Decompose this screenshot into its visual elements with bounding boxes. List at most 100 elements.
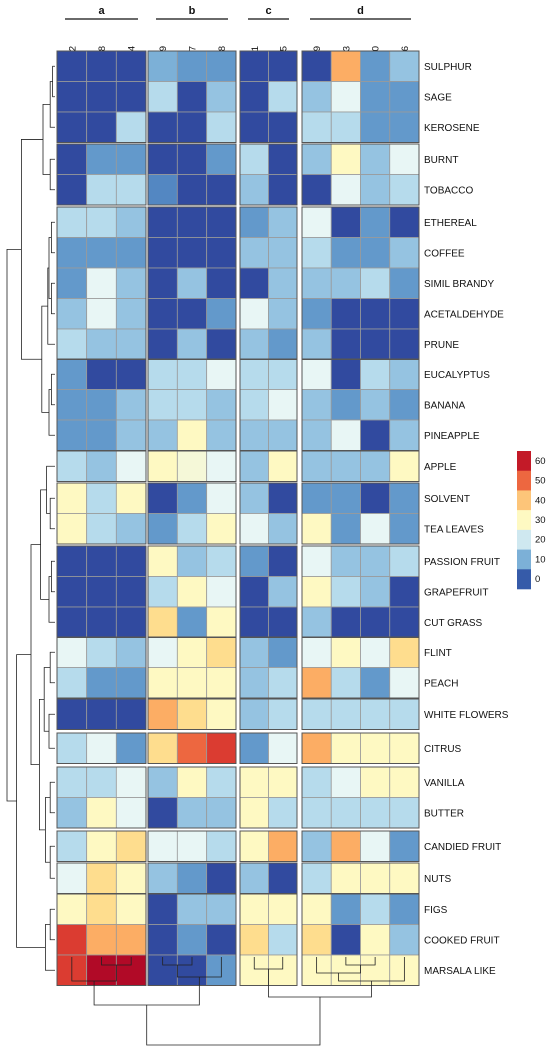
heatmap-cell (360, 389, 391, 421)
heatmap-cell (301, 667, 332, 699)
heatmap-cell (301, 174, 332, 206)
dendrogram-branch (51, 282, 55, 315)
heatmap-cell (389, 862, 420, 894)
heatmap-cell (56, 143, 88, 175)
heatmap-cell (360, 174, 391, 206)
row-label: PEACH (424, 678, 458, 689)
block-frame (239, 766, 298, 829)
heatmap-cell (115, 328, 147, 360)
block-frame (147, 450, 237, 482)
heatmap-cell (301, 766, 332, 798)
heatmap-cell (330, 732, 361, 764)
heatmap-cell (206, 732, 237, 764)
heatmap-cell (56, 606, 88, 638)
heatmap-cell (360, 797, 391, 829)
heatmap-cell (56, 328, 88, 360)
block-frame (301, 636, 420, 699)
block-frame (301, 143, 420, 206)
block-frame (56, 766, 147, 829)
heatmap-cell (389, 636, 420, 668)
row-label: NUTS (424, 874, 452, 885)
block-frame (301, 766, 420, 829)
heatmap-cell (268, 698, 298, 730)
heatmap-cell (115, 576, 147, 608)
heatmap-cell (147, 111, 178, 143)
dendrogram-branch (48, 576, 55, 623)
heatmap-cell (330, 482, 361, 514)
heatmap-cell (268, 328, 298, 360)
heatmap-cell (206, 267, 237, 299)
heatmap-cell (330, 358, 361, 390)
heatmap-cell (301, 732, 332, 764)
heatmap-cell (56, 174, 88, 206)
heatmap-cell (206, 698, 237, 730)
heatmap-cell (206, 81, 237, 113)
heatmap-cell (86, 606, 117, 638)
block-frame (147, 732, 237, 764)
heatmap-cell (176, 797, 208, 829)
heatmap-cell (176, 667, 208, 699)
heatmap-cell (56, 111, 88, 143)
heatmap-cell (115, 830, 147, 862)
heatmap-cell (268, 267, 298, 299)
heatmap-cell (360, 81, 391, 113)
heatmap-cell (147, 667, 178, 699)
heatmap-cell (239, 698, 269, 730)
heatmap-cell (389, 237, 420, 269)
heatmap-cell (239, 298, 269, 330)
heatmap-cell (86, 766, 117, 798)
row-label: WHITE FLOWERS (424, 710, 509, 721)
heatmap-cell (176, 328, 208, 360)
color-legend: 0 10 20 30 40 50 60 (517, 451, 546, 590)
heatmap-cell (330, 267, 361, 299)
heatmap-cell (115, 450, 147, 482)
row-label: BURNT (424, 155, 458, 166)
heatmap-cell (330, 924, 361, 956)
heatmap-cell (56, 298, 88, 330)
row-dendrogram (6, 65, 55, 971)
block-frame (147, 893, 237, 986)
heatmap-cell (301, 797, 332, 829)
heatmap-cell (330, 450, 361, 482)
row-label: GRAPEFRUIT (424, 587, 488, 598)
heatmap-cell (147, 389, 178, 421)
block-frame (147, 50, 237, 143)
heatmap-cell (301, 50, 332, 82)
heatmap-cell (239, 830, 269, 862)
heatmap-cell (268, 482, 298, 514)
heatmap-cell (206, 482, 237, 514)
heatmap-cell (147, 797, 178, 829)
heatmap-cell (389, 797, 420, 829)
heatmap-cell (360, 732, 391, 764)
heatmap-cell (147, 450, 178, 482)
heatmap-cell (239, 81, 269, 113)
heatmap-cell (56, 50, 88, 82)
heatmap-cell (239, 862, 269, 894)
heatmap-cell (206, 298, 237, 330)
heatmap-cell (86, 174, 117, 206)
heatmap-cell (206, 328, 237, 360)
heatmap-cell (268, 893, 298, 925)
heatmap-cell (330, 893, 361, 925)
heatmap-cell (115, 924, 147, 956)
heatmap-cell (56, 667, 88, 699)
heatmap-cell (389, 389, 420, 421)
heatmap-cell (360, 358, 391, 390)
block-frame (56, 450, 147, 482)
heatmap-cell (206, 797, 237, 829)
heatmap-cell (147, 606, 178, 638)
heatmap-cell (206, 893, 237, 925)
heatmap-cell (176, 924, 208, 956)
heatmap-cell (360, 267, 391, 299)
block-frame (301, 830, 420, 862)
heatmap-cell (330, 328, 361, 360)
heatmap-cell (147, 698, 178, 730)
heatmap-cell (86, 298, 117, 330)
heatmap-cell (56, 513, 88, 545)
block-frame (239, 698, 298, 730)
heatmap-cell (239, 924, 269, 956)
heatmap-cell (268, 797, 298, 829)
heatmap-cell (86, 893, 117, 925)
block-frame (301, 698, 420, 730)
